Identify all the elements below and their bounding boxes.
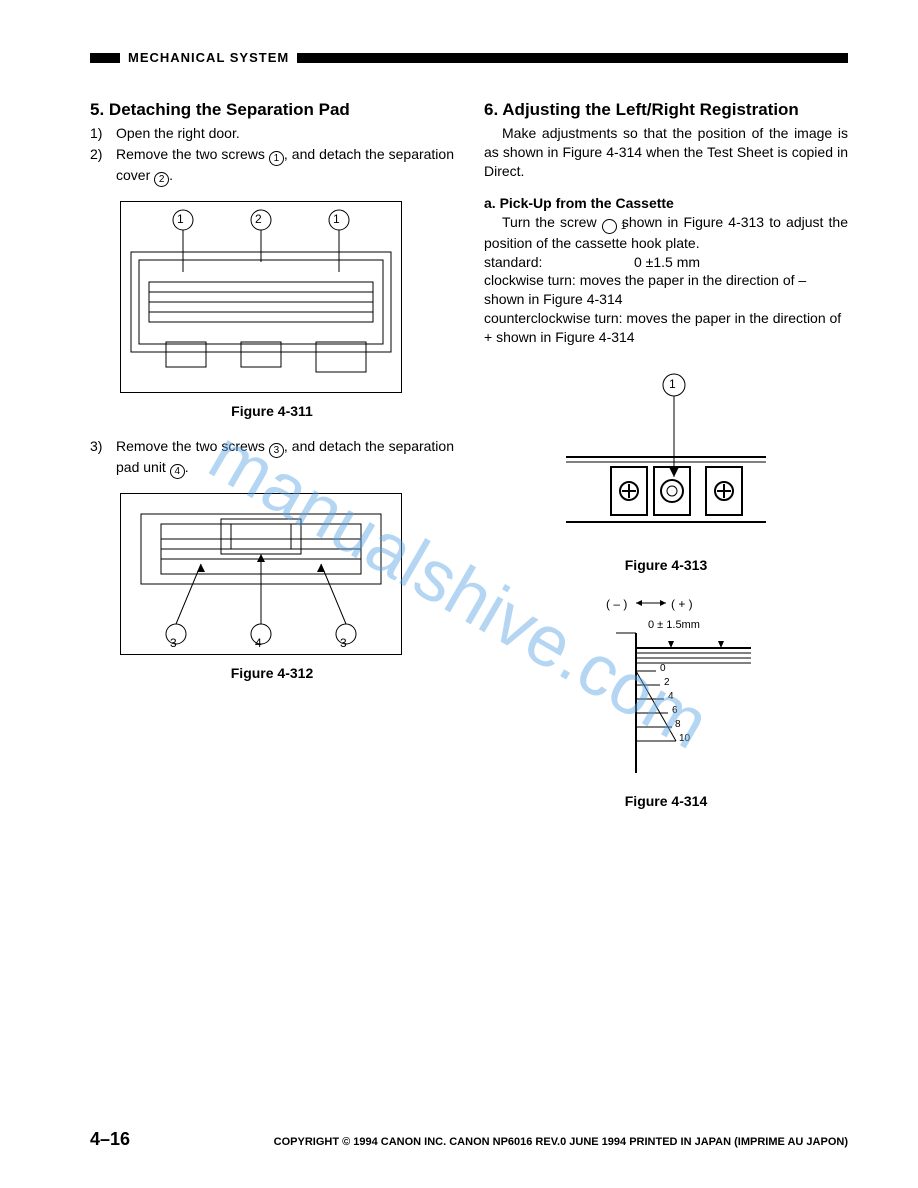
section-6-intro: Make adjustments so that the position of… bbox=[484, 124, 848, 181]
step-2-text: Remove the two screws 1, and detach the … bbox=[116, 145, 454, 187]
copyright-text: COPYRIGHT © 1994 CANON INC. CANON NP6016… bbox=[274, 1136, 848, 1148]
fig313-callout: 1 bbox=[669, 377, 676, 391]
fig314-scale-10: 10 bbox=[679, 733, 690, 744]
page-number: 4–16 bbox=[90, 1129, 130, 1150]
fig314-plus-svg: ( + ) bbox=[671, 597, 693, 611]
figure-4-311-caption: Figure 4-311 bbox=[90, 403, 454, 419]
section-6-title: Adjusting the Left/Right Registration bbox=[502, 100, 799, 119]
figure-4-312: 3 4 3 bbox=[120, 493, 402, 655]
left-column: 5. Detaching the Separation Pad 1) Open … bbox=[90, 100, 454, 827]
figure-4-313-svg bbox=[556, 367, 776, 547]
right-column: 6. Adjusting the Left/Right Registration… bbox=[484, 100, 848, 827]
step-2-text-a: Remove the two screws bbox=[116, 146, 269, 162]
figure-4-312-svg bbox=[121, 494, 401, 654]
callout-1-icon: 1 bbox=[269, 151, 284, 166]
step-3-num: 3) bbox=[90, 437, 116, 479]
figure-4-311-svg bbox=[121, 202, 401, 392]
fig312-callout-1: 3 bbox=[170, 636, 177, 650]
page-header: MECHANICAL SYSTEM bbox=[90, 50, 848, 65]
figure-4-311: 1 2 1 bbox=[120, 201, 402, 393]
fig314-tol-svg: 0 ± 1.5mm bbox=[648, 619, 700, 631]
figure-4-313: 1 bbox=[556, 367, 776, 547]
fig314-scale-4: 4 bbox=[668, 691, 674, 702]
figure-4-314-svg: ( – ) ( + ) 0 ± 1.5mm bbox=[576, 593, 756, 783]
callout-4-icon: 4 bbox=[170, 464, 185, 479]
section-6-heading: 6. Adjusting the Left/Right Registration bbox=[484, 100, 848, 120]
section-5-heading: 5. Detaching the Separation Pad bbox=[90, 100, 454, 120]
section-6-num: 6. bbox=[484, 100, 498, 119]
section-5-title: Detaching the Separation Pad bbox=[109, 100, 350, 119]
callout-3-icon: 3 bbox=[269, 443, 284, 458]
step-1: 1) Open the right door. bbox=[90, 124, 454, 143]
row-standard: standard: 0 ±1.5 mm bbox=[484, 253, 848, 272]
fig311-callout-1: 1 bbox=[177, 212, 184, 226]
header-bar bbox=[297, 53, 848, 63]
page: manualshive.com MECHANICAL SYSTEM 5. Det… bbox=[0, 0, 918, 1188]
step-3-text: Remove the two screws 3, and detach the … bbox=[116, 437, 454, 479]
sub-a-label: a. bbox=[484, 195, 496, 211]
step-1-text: Open the right door. bbox=[116, 124, 454, 143]
fig314-minus-svg: ( – ) bbox=[606, 597, 627, 611]
sub-a-para: Turn the screw 1 shown in Figure 4-313 t… bbox=[484, 213, 848, 253]
cw-key: clockwise turn: bbox=[484, 272, 576, 288]
step-2-num: 2) bbox=[90, 145, 116, 187]
sub-a-text-a: Turn the screw bbox=[502, 214, 602, 230]
step-2-text-c: . bbox=[169, 167, 173, 183]
row-cw: clockwise turn: moves the paper in the d… bbox=[484, 271, 848, 309]
step-1-num: 1) bbox=[90, 124, 116, 143]
figure-4-314-caption: Figure 4-314 bbox=[484, 793, 848, 809]
fig311-callout-2: 2 bbox=[255, 212, 262, 226]
standard-key: standard: bbox=[484, 253, 634, 272]
step-2: 2) Remove the two screws 1, and detach t… bbox=[90, 145, 454, 187]
step-3-text-a: Remove the two screws bbox=[116, 438, 269, 454]
columns: 5. Detaching the Separation Pad 1) Open … bbox=[90, 100, 848, 827]
row-ccw: counterclockwise turn: moves the paper i… bbox=[484, 309, 848, 347]
page-footer: 4–16 COPYRIGHT © 1994 CANON INC. CANON N… bbox=[90, 1129, 848, 1150]
subsection-a-heading: a. Pick-Up from the Cassette bbox=[484, 195, 848, 211]
fig314-scale-0: 0 bbox=[660, 663, 666, 674]
fig312-callout-2: 4 bbox=[255, 636, 262, 650]
fig314-scale-6: 6 bbox=[672, 705, 678, 716]
fig314-scale-2: 2 bbox=[664, 677, 670, 688]
fig311-callout-3: 1 bbox=[333, 212, 340, 226]
standard-val: 0 ±1.5 mm bbox=[634, 253, 848, 272]
callout-2-icon: 2 bbox=[154, 172, 169, 187]
fig312-callout-3: 3 bbox=[340, 636, 347, 650]
step-3: 3) Remove the two screws 3, and detach t… bbox=[90, 437, 454, 479]
figure-4-314: ( – ) ( + ) 0 ± 1.5mm bbox=[576, 593, 756, 783]
ccw-key: counterclockwise turn: bbox=[484, 310, 623, 326]
header-label: MECHANICAL SYSTEM bbox=[128, 50, 289, 65]
sub-a-title: Pick-Up from the Cassette bbox=[500, 195, 674, 211]
figure-4-313-caption: Figure 4-313 bbox=[484, 557, 848, 573]
step-3-text-c: . bbox=[185, 459, 189, 475]
fig314-scale-8: 8 bbox=[675, 719, 681, 730]
section-5-num: 5. bbox=[90, 100, 104, 119]
figure-4-312-caption: Figure 4-312 bbox=[90, 665, 454, 681]
callout-r1-icon: 1 bbox=[602, 219, 617, 234]
header-block-icon bbox=[90, 53, 120, 63]
